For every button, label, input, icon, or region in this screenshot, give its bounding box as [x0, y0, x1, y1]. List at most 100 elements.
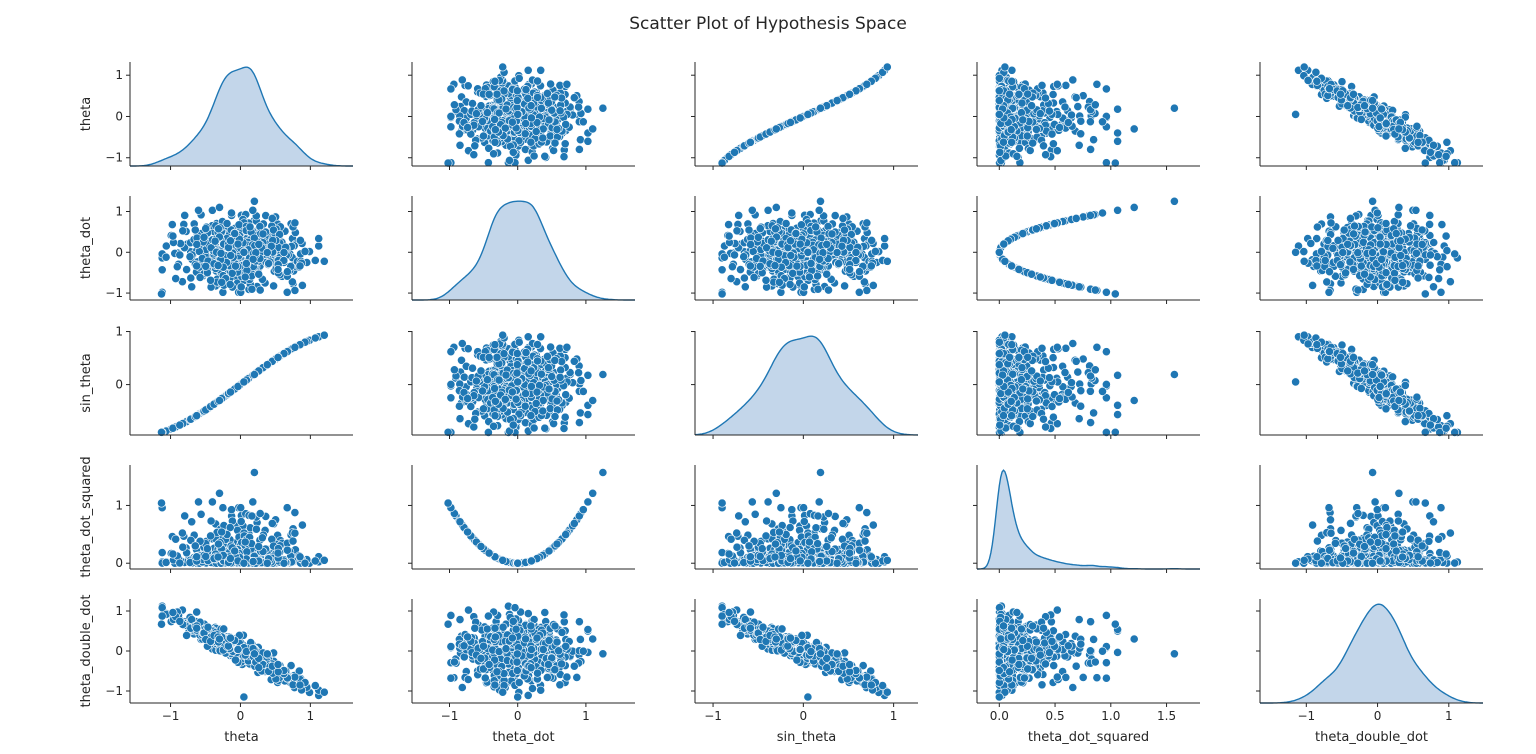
- point-theta-vs-theta_dot_squared-590: [994, 96, 1004, 105]
- point-theta_dot-vs-sin_theta-581: [791, 229, 801, 238]
- point-theta_dot-vs-sin_theta-525: [717, 265, 727, 275]
- point-theta_dot-vs-theta-445: [172, 262, 182, 272]
- point-theta_dot-vs-sin_theta-486: [739, 252, 749, 262]
- point-theta_dot-vs-theta-591: [217, 277, 227, 287]
- point-theta_dot-vs-theta-171: [167, 220, 177, 229]
- point-theta_dot-vs-theta_double_dot-472: [1434, 274, 1443, 283]
- point-theta_dot-vs-theta-277: [234, 220, 244, 230]
- point-theta-vs-theta_dot-536: [562, 79, 572, 89]
- point-theta-vs-theta_dot-580: [490, 115, 499, 124]
- point-theta-vs-theta_dot-533: [533, 93, 542, 102]
- point-theta_dot-vs-theta_double_dot-282: [1306, 238, 1316, 248]
- point-theta_dot-vs-theta-600: [249, 196, 259, 206]
- point-theta_dot-vs-theta_double_dot-541: [1328, 243, 1338, 253]
- point-theta_dot-vs-theta_dot_squared-446: [1098, 208, 1107, 218]
- point-theta-vs-theta_dot-572: [526, 137, 536, 147]
- point-theta-vs-theta_double_dot-598: [1375, 113, 1385, 123]
- point-theta-vs-theta_dot-412: [545, 131, 555, 141]
- point-theta_dot-vs-sin_theta-377: [799, 282, 809, 292]
- point-theta_dot-vs-theta-0: [314, 241, 324, 251]
- point-theta-vs-theta_dot-588: [569, 93, 579, 103]
- point-theta-vs-theta_dot-589: [512, 86, 522, 96]
- point-theta_dot-vs-theta-523: [187, 282, 197, 292]
- point-theta-vs-theta_dot-435: [520, 129, 530, 139]
- point-theta-vs-theta_dot_squared-414: [1113, 128, 1122, 138]
- point-theta_dot-vs-sin_theta-598: [795, 239, 805, 249]
- point-theta_dot-vs-theta_dot_squared-371: [1086, 210, 1095, 220]
- point-theta_dot-vs-theta_double_dot-591: [1398, 277, 1408, 287]
- point-theta_dot-vs-theta-566: [240, 272, 250, 282]
- point-theta_dot-vs-theta_double_dot-530: [1413, 273, 1423, 283]
- point-theta-vs-theta_dot_squared-536: [1052, 79, 1062, 89]
- point-theta-vs-theta_double_dot-515: [1312, 76, 1322, 86]
- point-theta-vs-theta_dot-556: [538, 133, 548, 143]
- y-tick-label: −1: [105, 286, 123, 300]
- point-theta_dot-vs-theta-530: [186, 273, 196, 283]
- point-theta-vs-theta_dot_squared-244: [1067, 110, 1076, 120]
- point-theta_dot-vs-theta_double_dot-171: [1437, 220, 1447, 229]
- point-theta_dot-vs-theta_dot_squared-591: [1055, 277, 1064, 287]
- point-theta_dot-vs-sin_theta-562: [781, 219, 791, 228]
- point-theta_dot-vs-theta_double_dot-593: [1396, 236, 1405, 246]
- point-theta_dot-vs-theta-515: [295, 261, 305, 271]
- point-theta_dot-vs-theta_double_dot-421: [1429, 238, 1439, 247]
- point-theta_dot-vs-theta-601: [319, 256, 329, 266]
- point-theta-vs-theta_dot-558: [508, 117, 517, 127]
- point-theta-vs-theta_dot-526: [446, 84, 456, 94]
- point-theta_dot-vs-theta_double_dot-234: [1322, 277, 1332, 287]
- point-theta-vs-theta_double_dot-561: [1426, 147, 1435, 157]
- point-theta-vs-theta_dot-476: [533, 76, 542, 86]
- point-theta-vs-theta_dot-446: [578, 117, 588, 127]
- point-theta_dot-vs-sin_theta-578: [806, 258, 816, 268]
- point-theta-vs-theta_double_dot-596: [1360, 101, 1369, 111]
- point-theta_dot-vs-theta-433: [182, 265, 191, 274]
- point-theta_dot-vs-sin_theta-558: [786, 251, 796, 260]
- panel-theta_dot-vs-sin_theta: [691, 196, 918, 304]
- point-theta_dot-vs-theta-587: [254, 239, 264, 249]
- point-theta_dot-vs-theta_double_dot-550: [1373, 223, 1383, 233]
- point-theta_dot-vs-sin_theta-557: [855, 267, 864, 277]
- point-theta_dot-vs-theta-604: [215, 202, 224, 212]
- point-theta-vs-theta_dot_squared-566: [1035, 109, 1045, 119]
- kde-line-theta: [129, 66, 353, 167]
- point-theta_dot-vs-theta_dot_squared-501: [1063, 279, 1073, 289]
- point-theta-vs-theta_dot_squared-588: [1071, 93, 1081, 103]
- point-theta_dot-vs-theta-532: [216, 248, 226, 258]
- point-theta_dot-vs-theta_double_dot-587: [1343, 239, 1353, 249]
- point-theta-vs-theta_dot_squared-462: [1076, 116, 1086, 126]
- point-theta_dot-vs-sin_theta-590: [832, 248, 842, 257]
- point-theta-vs-theta_dot-147: [536, 65, 546, 75]
- point-theta_dot-vs-sin_theta-411: [868, 280, 878, 290]
- point-theta_dot-vs-theta-147: [314, 234, 324, 243]
- point-theta_dot-vs-sin_theta-572: [746, 239, 755, 249]
- point-theta_dot-vs-theta_double_dot-491: [1313, 222, 1322, 232]
- point-theta_dot-vs-theta-561: [175, 250, 185, 260]
- point-theta-vs-theta_dot_squared-546: [1017, 108, 1026, 118]
- point-theta_dot-vs-theta-598: [233, 239, 243, 249]
- point-theta_dot-vs-theta_dot_squared-562: [1050, 219, 1059, 228]
- point-theta-vs-theta_dot_squared-501: [1063, 118, 1073, 127]
- point-theta_dot-vs-theta_double_dot-526: [1324, 287, 1334, 297]
- point-theta_dot-vs-theta-230: [180, 210, 190, 220]
- point-theta-vs-sin_theta-603: [803, 110, 813, 119]
- point-theta_dot-vs-sin_theta-593: [786, 236, 795, 246]
- point-theta_dot-vs-theta-597: [192, 261, 202, 271]
- point-theta_dot-vs-theta-569: [264, 259, 273, 268]
- point-theta_dot-vs-theta_dot_squared-596: [1027, 269, 1036, 279]
- point-theta-vs-theta_dot-230: [575, 144, 584, 154]
- point-theta_dot-vs-theta_dot_squared-599: [1014, 264, 1024, 274]
- point-theta-vs-theta_dot_squared-591: [1055, 123, 1064, 132]
- point-theta_dot-vs-sin_theta-602: [717, 289, 727, 299]
- point-theta-vs-theta_dot-482: [555, 106, 565, 116]
- point-theta_dot-vs-theta-406: [247, 284, 257, 294]
- point-theta-vs-theta_dot_squared-589: [994, 86, 1004, 96]
- point-theta_dot-vs-theta-425: [194, 205, 203, 215]
- point-theta_dot-vs-theta_double_dot-595: [1398, 261, 1407, 270]
- point-theta-vs-theta_dot-445: [489, 149, 498, 159]
- point-theta_dot-vs-theta_double_dot-594: [1377, 254, 1386, 264]
- point-theta-vs-theta_double_dot-601: [1299, 62, 1309, 72]
- point-theta_dot-vs-theta_double_dot-142: [1436, 287, 1446, 297]
- point-theta-vs-theta_dot-563: [523, 93, 533, 103]
- point-theta-vs-theta_dot-591: [463, 123, 472, 132]
